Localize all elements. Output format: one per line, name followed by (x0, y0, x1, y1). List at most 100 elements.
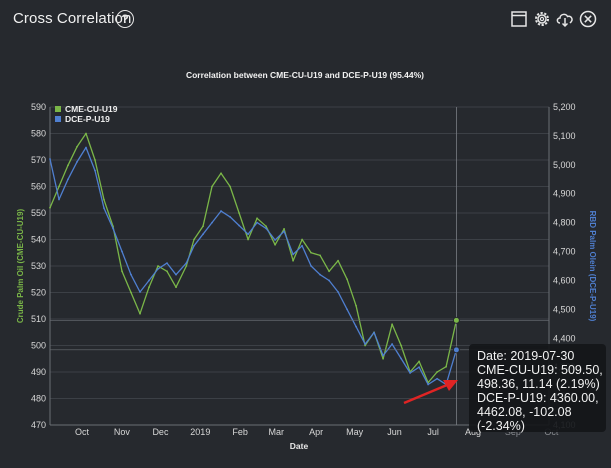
hover-marker (452, 316, 460, 324)
data-point (292, 253, 294, 256)
hover-marker (452, 346, 460, 354)
data-point (220, 172, 222, 175)
y-left-tick-label: 520 (31, 288, 46, 298)
legend-swatch (55, 116, 61, 122)
data-point (157, 267, 159, 270)
data-point (103, 198, 105, 201)
data-point (166, 262, 168, 265)
data-point (346, 278, 348, 281)
data-point (67, 178, 69, 181)
y-left-tick-label: 540 (31, 235, 46, 245)
data-point (202, 233, 204, 236)
arrow-shaft (403, 383, 448, 405)
data-point (283, 230, 285, 233)
tooltip-line-4: 4462.08, -102.08 (477, 405, 572, 419)
x-tick-label: Jul (427, 427, 439, 437)
x-tick-label: Jun (387, 427, 402, 437)
y-right-tick-label: 4,600 (553, 275, 576, 285)
y-right-tick-label: 5,100 (553, 131, 576, 141)
data-point (319, 254, 321, 257)
data-point (400, 344, 403, 347)
data-point (247, 238, 249, 241)
data-point (139, 312, 141, 315)
data-point (319, 273, 321, 276)
data-point (301, 238, 303, 241)
data-point (211, 185, 213, 188)
x-tick-label: Feb (232, 427, 248, 437)
x-tick-label: Aug (465, 427, 481, 437)
tooltip-line-2: 498.36, 11.14 (2.19%) (477, 377, 600, 391)
data-point (445, 365, 448, 368)
data-point (49, 158, 51, 160)
data-point (229, 185, 231, 188)
data-point (364, 343, 366, 345)
data-point (409, 372, 412, 374)
data-point (274, 243, 276, 246)
data-point (418, 360, 421, 363)
y-right-axis-title: RBD Palm Olein (DCE-P-U19) (588, 211, 597, 322)
annotation-arrow (403, 380, 458, 405)
y-left-tick-label: 510 (31, 314, 46, 324)
data-point (148, 279, 150, 282)
maximize-icon[interactable] (509, 9, 529, 29)
data-point (185, 265, 188, 267)
data-point (148, 286, 150, 289)
y-right-tick-label: 4,400 (553, 333, 576, 343)
data-point (337, 291, 339, 293)
data-point (355, 325, 357, 328)
help-icon[interactable]: ? (116, 10, 134, 28)
x-tick-label: May (346, 427, 364, 437)
window-header: Cross Correlation ? (0, 0, 611, 38)
y-right-tick-label: 4,700 (553, 247, 576, 257)
series-lines (49, 132, 458, 386)
data-point (238, 212, 240, 214)
cloud-download-icon[interactable] (555, 9, 575, 29)
data-point (301, 244, 303, 247)
data-point (67, 164, 69, 167)
data-point (220, 210, 222, 212)
x-tick-label: Dec (152, 427, 169, 437)
x-axis-title: Date (290, 441, 309, 451)
data-point (265, 227, 267, 230)
data-point (346, 308, 348, 311)
y-left-axis-title: Crude Palm Oil (CME-CU-U19) (16, 209, 25, 324)
data-point (436, 377, 439, 380)
y-right-tick-label: 5,200 (553, 102, 576, 112)
data-point (337, 259, 339, 262)
tooltip-line-1: CME-CU-U19: 509.50, (477, 363, 603, 377)
y-right-tick-label: 4,500 (553, 304, 576, 314)
data-point (139, 291, 141, 293)
data-point (85, 146, 87, 149)
data-point (436, 371, 439, 373)
data-point (112, 227, 114, 230)
x-tick-label: Oct (544, 427, 559, 437)
gear-icon[interactable] (532, 9, 552, 29)
data-point (211, 221, 213, 224)
chart-title: Correlation between CME-CU-U19 and DCE-P… (186, 70, 424, 80)
data-point (229, 215, 231, 218)
window-title: Cross Correlation (13, 10, 132, 27)
data-point (427, 383, 430, 386)
x-tick-label: Nov (114, 427, 131, 437)
data-point (121, 250, 123, 253)
arrow-head (443, 380, 458, 391)
data-point (166, 270, 168, 273)
y-left-tick-label: 560 (31, 182, 46, 192)
data-point (202, 225, 204, 228)
data-point (355, 304, 357, 307)
data-point (256, 217, 258, 220)
data-tooltip: Date: 2019-07-30 CME-CU-U19: 509.50, 498… (469, 344, 606, 433)
data-point (157, 265, 159, 267)
data-point (130, 291, 132, 294)
x-tick-label: Oct (75, 427, 90, 437)
data-point (121, 270, 123, 273)
close-icon[interactable] (578, 9, 598, 29)
data-point (94, 159, 96, 161)
x-tick-label: Mar (268, 427, 284, 437)
y-left-tick-label: 580 (31, 129, 46, 139)
x-tick-label: Apr (309, 427, 323, 437)
data-point (103, 207, 105, 210)
data-point (238, 224, 240, 227)
